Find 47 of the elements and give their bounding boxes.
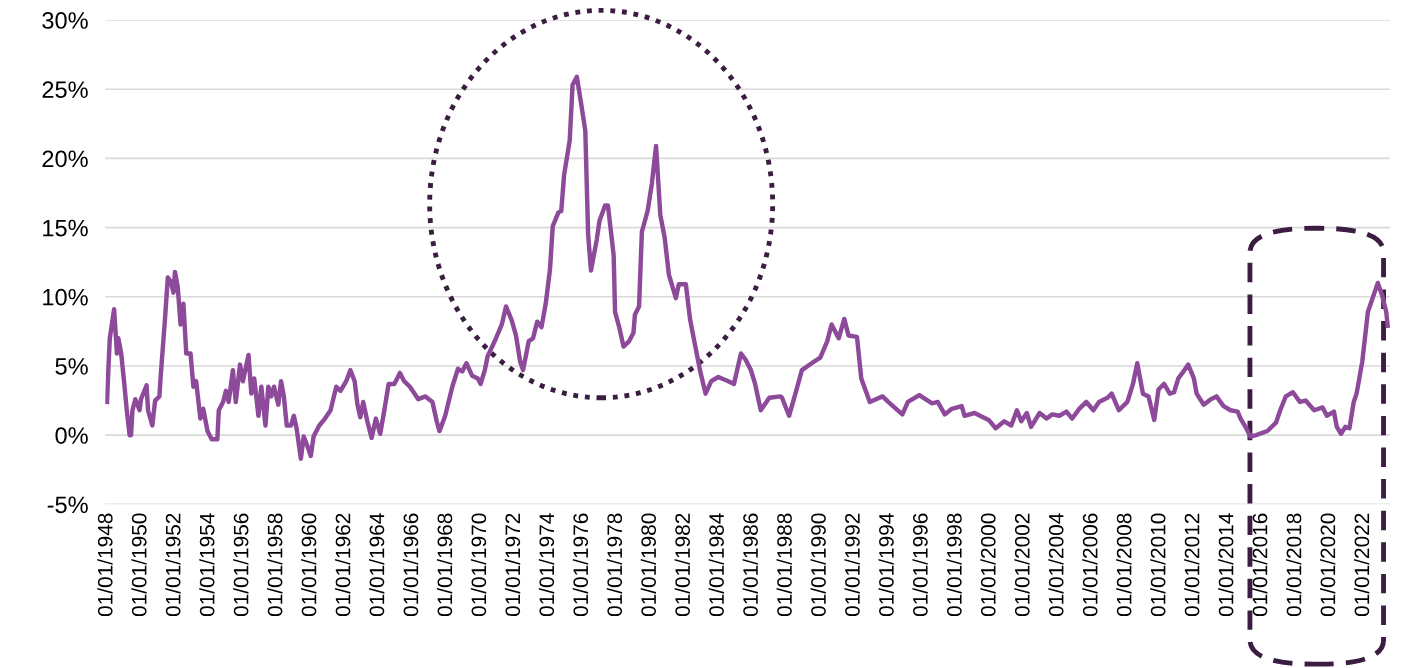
x-tick-label: 01/01/1960 [301,513,317,617]
x-tick-label: 01/01/1992 [844,513,860,617]
x-tick-label: 01/01/1980 [640,513,657,617]
x-tick-label: 01/01/1968 [436,513,453,617]
x-tick-label: 01/01/1948 [97,513,113,617]
x-tick-label: 01/01/1978 [606,513,623,617]
y-tick-label: 25% [42,81,88,99]
x-tick-label: 01/01/1962 [335,513,351,617]
x-tick-label: 01/01/2006 [1082,513,1098,617]
x-tick-label: 01/01/2004 [1048,513,1064,617]
x-tick-label: 01/01/2016 [1252,513,1268,617]
x-tick-label: 01/01/1996 [912,513,928,617]
x-tick-label: 01/01/1950 [131,513,147,617]
x-tick-label: 01/01/2010 [1150,513,1166,617]
y-tick-label: 20% [42,150,88,168]
x-tick-label: 01/01/1966 [403,513,419,617]
y-tick-label: -5% [47,496,88,514]
y-tick-label: 15% [43,219,88,237]
y-tick-label: 30% [42,12,88,29]
x-tick-label: 01/01/2000 [980,513,996,617]
x-tick-label: 01/01/2018 [1286,513,1302,617]
x-tick-label: 01/01/2020 [1319,513,1336,617]
x-tick-label: 01/01/1984 [708,513,724,617]
y-tick-label: 10% [43,288,88,306]
x-tick-label: 01/01/1998 [946,513,962,617]
x-tick-label: 01/01/1964 [369,513,385,617]
x-tick-label: 01/01/2008 [1116,513,1132,617]
line-series [105,74,1390,461]
x-tick-label: 01/01/2002 [1014,513,1030,617]
x-tick-label: 01/01/1994 [878,513,894,617]
x-tick-label: 01/01/1956 [233,513,249,617]
x-tick-label: 01/01/1986 [742,513,758,617]
y-tick-label: 0% [55,427,88,444]
x-tick-label: 01/01/2022 [1353,513,1370,617]
x-tick-label: 01/01/1974 [538,513,555,617]
x-tick-label: 01/01/1954 [199,513,215,617]
x-tick-label: 01/01/2012 [1184,513,1200,617]
x-tick-label: 01/01/1976 [572,513,589,617]
x-tick-label: 01/01/1952 [165,513,181,617]
x-tick-label: 01/01/1982 [674,513,691,617]
y-tick-label: 5% [55,358,88,375]
x-tick-label: 01/01/1990 [810,513,826,617]
x-tick-label: 01/01/1972 [504,513,521,617]
x-tick-label: 01/01/1958 [267,513,283,617]
x-tick-label: 01/01/1970 [470,513,487,617]
x-tick-label: 01/01/1988 [776,513,792,617]
x-tick-label: 01/01/2014 [1218,513,1234,617]
